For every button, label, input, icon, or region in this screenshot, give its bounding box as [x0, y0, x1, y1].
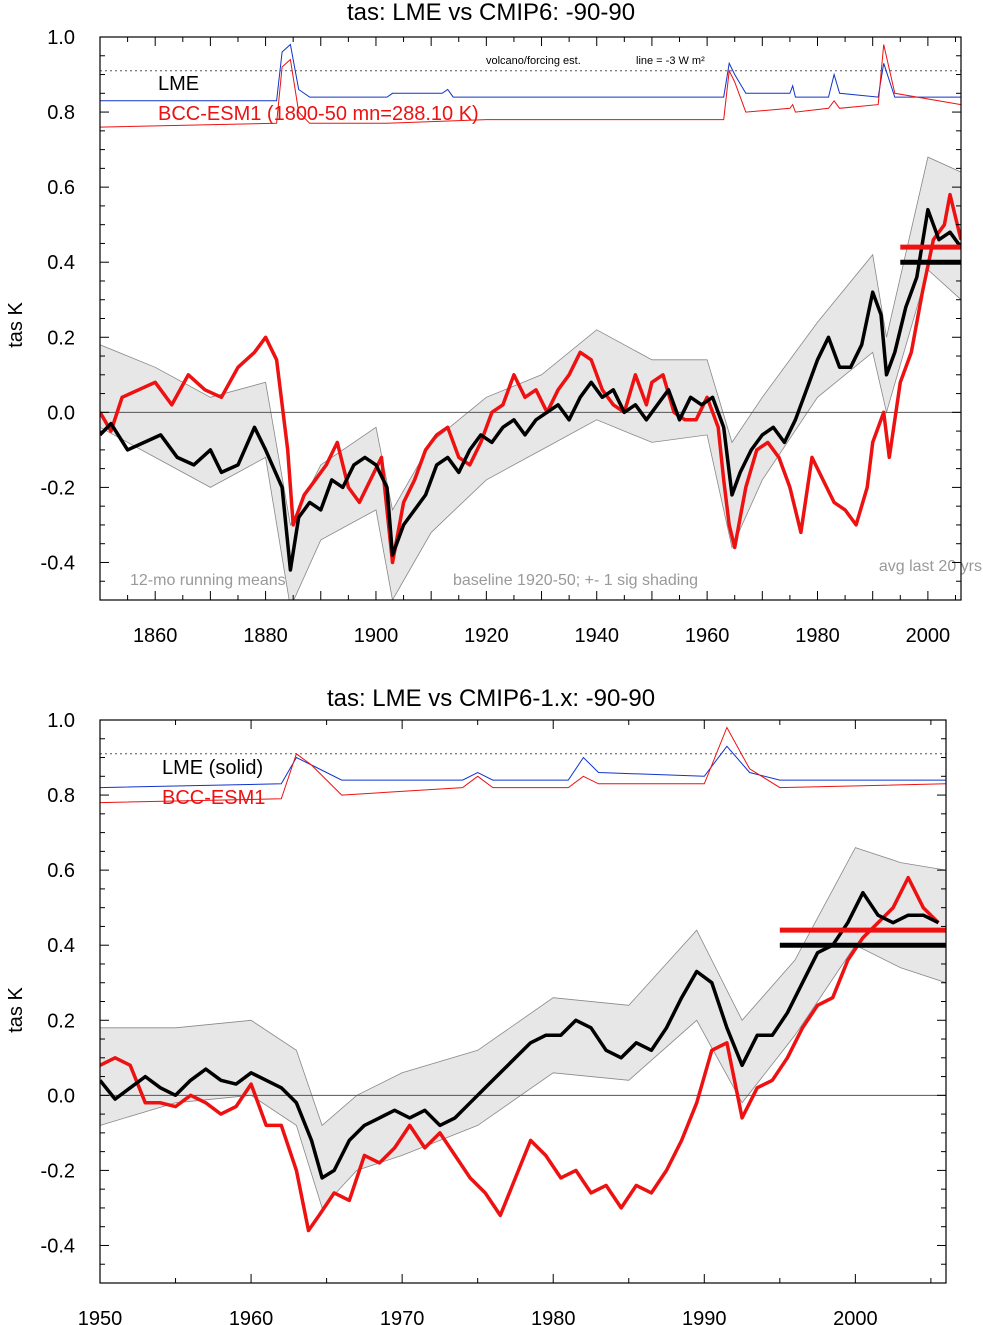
x-tick-label: 2000 [833, 1308, 878, 1325]
y-tick-label: 0.0 [47, 1085, 75, 1107]
chart-title: tas: LME vs CMIP6-1.x: -90-90 [327, 685, 655, 712]
y-tick-label: 0.8 [47, 785, 75, 807]
running-mean-annotation: 12-mo running means [130, 572, 286, 589]
y-tick-label: 0.8 [47, 102, 75, 124]
x-tick-label: 1980 [795, 625, 840, 647]
baseline-annotation: baseline 1920-50; +- 1 sig shading [453, 572, 698, 589]
series-line-bcc-esm1 [100, 192, 961, 565]
legend-lme: LME (solid) [162, 757, 263, 779]
x-tick-label: 1960 [229, 1308, 274, 1325]
y-tick-label: 0.2 [47, 1010, 75, 1032]
y-tick-label: 0.6 [47, 177, 75, 199]
x-tick-label: 1980 [531, 1308, 576, 1325]
y-tick-label: 0.4 [47, 935, 75, 957]
y-axis-label: tas K [5, 302, 27, 348]
series-line-lme [100, 890, 940, 1180]
x-tick-label: 1900 [354, 625, 399, 647]
legend-bcc-esm1: BCC-ESM1 (1800-50 mn=288.10 K) [158, 103, 479, 125]
legend-lme: LME [158, 73, 199, 95]
x-tick-label: 1990 [682, 1308, 727, 1325]
plot-area [100, 726, 946, 1233]
x-tick-label: 1970 [380, 1308, 425, 1325]
y-tick-label: 0.0 [47, 402, 75, 424]
ensemble-band [100, 847, 946, 1209]
x-tick-label: 1920 [464, 625, 509, 647]
chart-title: tas: LME vs CMIP6: -90-90 [347, 0, 635, 26]
y-tick-label: 1.0 [47, 710, 75, 732]
panel-top: tas: LME vs CMIP6: -90-90 tas K LME BCC-… [5, 0, 982, 647]
x-tick-label: 1950 [78, 1308, 123, 1325]
legend-bcc-esm1: BCC-ESM1 [162, 787, 265, 809]
y-tick-label: -0.4 [41, 552, 75, 574]
y-tick-label: 0.6 [47, 860, 75, 882]
forcing-line-bcc-esm1-forcing [100, 726, 946, 804]
plot-area [100, 43, 961, 600]
y-tick-label: -0.4 [41, 1235, 75, 1257]
x-tick-label: 1880 [243, 625, 288, 647]
forcing-line-bcc-esm1-forcing [100, 44, 961, 128]
forcing-line-lme-forcing [100, 745, 946, 789]
x-tick-label: 1860 [133, 625, 178, 647]
y-tick-label: 1.0 [47, 27, 75, 49]
x-tick-label: 1940 [574, 625, 619, 647]
forcing-line-annotation: line = -3 W m² [636, 55, 705, 67]
series-line-lme [100, 207, 961, 572]
forcing-annotation: volcano/forcing est. [486, 55, 581, 67]
y-tick-label: -0.2 [41, 477, 75, 499]
y-tick-label: -0.2 [41, 1160, 75, 1182]
y-tick-label: 0.4 [47, 252, 75, 274]
y-tick-label: 0.2 [47, 327, 75, 349]
x-tick-label: 2000 [906, 625, 951, 647]
series-line-bcc-esm1 [100, 875, 940, 1233]
panel-bottom: tas: LME vs CMIP6-1.x: -90-90 tas K LME … [5, 685, 947, 1325]
x-tick-label: 1960 [685, 625, 730, 647]
forcing-line-lme-forcing [100, 43, 961, 102]
last20-annotation: avg last 20 yrs [879, 558, 982, 575]
y-axis-label: tas K [5, 987, 27, 1033]
